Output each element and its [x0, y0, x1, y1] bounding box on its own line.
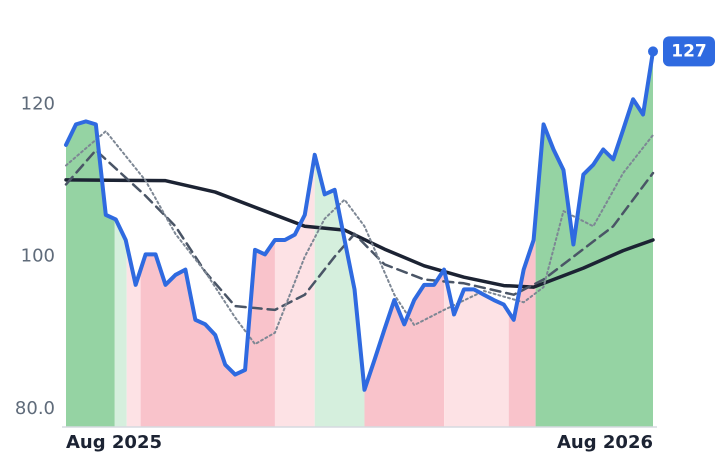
regime-band	[114, 218, 127, 427]
series-line	[65, 130, 654, 346]
x-tick-label: Aug 2025	[66, 432, 162, 453]
last-point	[648, 46, 658, 57]
regime-band	[126, 244, 141, 427]
regime-band	[364, 269, 445, 427]
lines	[64, 46, 658, 392]
last-value-label: 127	[671, 41, 707, 61]
labels: 80.0 100 120 Aug 2025 Aug 2026 127	[15, 36, 715, 453]
y-tick-label: 100	[21, 246, 55, 267]
y-tick-label: 120	[21, 94, 55, 115]
x-tick-label: Aug 2026	[557, 432, 653, 453]
regime-band	[314, 154, 365, 427]
regime-band	[140, 239, 275, 427]
last-value-badge	[663, 36, 715, 67]
y-tick-label: 80.0	[15, 398, 55, 419]
regime-band	[274, 154, 315, 427]
series-line	[64, 178, 655, 289]
series-line	[64, 49, 655, 392]
regime-band	[508, 216, 536, 427]
regime-band	[444, 269, 509, 427]
